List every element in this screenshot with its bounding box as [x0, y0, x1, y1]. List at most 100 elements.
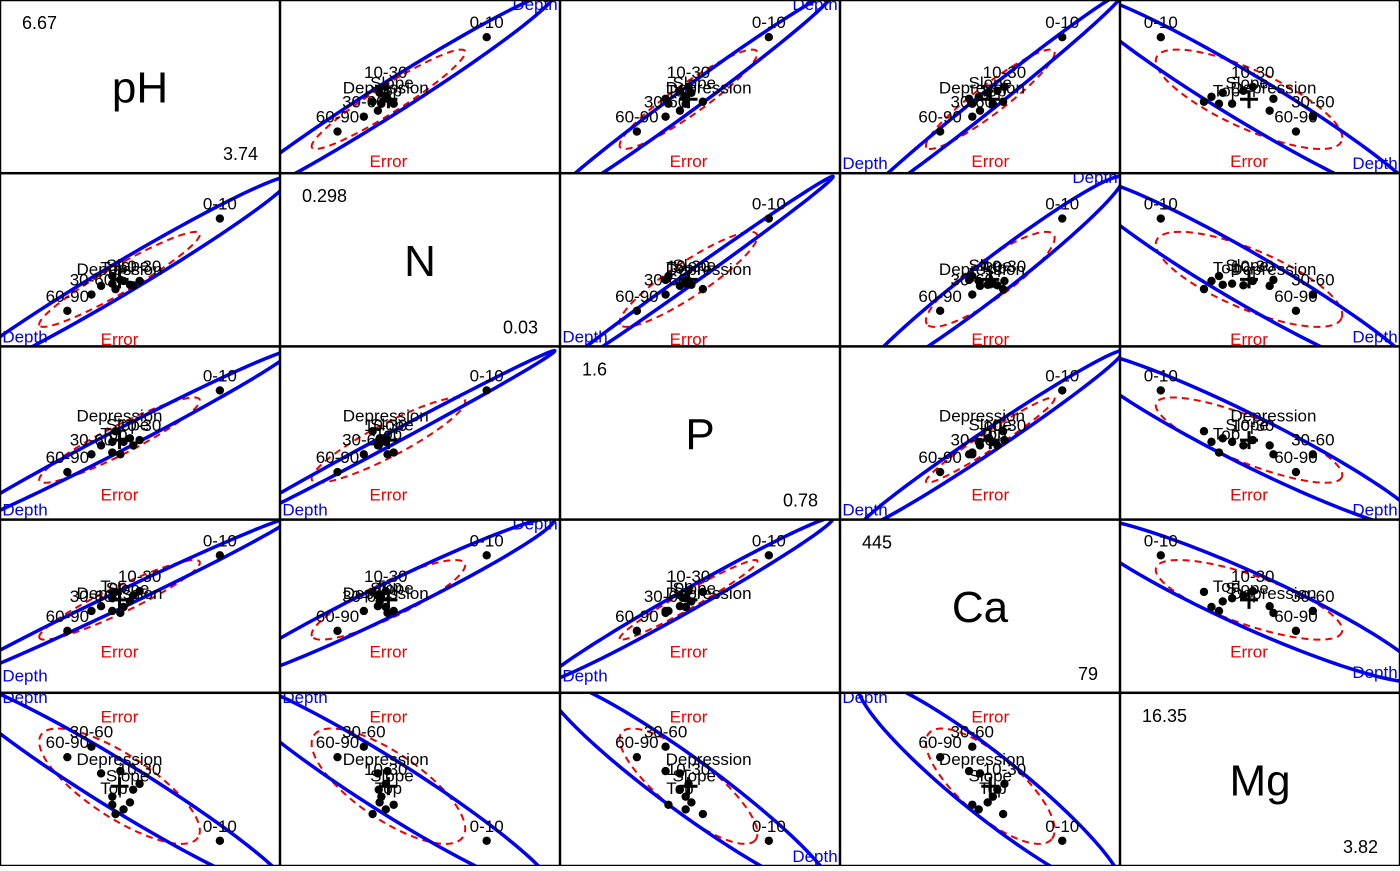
cell-mean-point: [368, 97, 377, 106]
cell-mean-point: [975, 281, 985, 291]
cell-mean-point: [1207, 437, 1216, 447]
hypothesis-ellipse: [1120, 184, 1398, 347]
hypothesis-ellipse-label: Depth: [2, 501, 47, 520]
cell-mean-point: [215, 386, 225, 395]
cell-mean-point: [381, 805, 390, 814]
cell-mean-point: [968, 742, 977, 751]
panel-border: [0, 519, 281, 694]
cell-mean-point: [87, 742, 96, 751]
contour-label-slope: Slope: [370, 766, 413, 785]
hypothesis-ellipse: [280, 0, 555, 174]
depth-label-10-30: 10-30: [1231, 567, 1274, 586]
depth-label-10-30: 10-30: [118, 416, 161, 435]
depth-label-60-90: 60-90: [46, 287, 89, 306]
cell-mean-point: [1000, 276, 1009, 286]
depth-label-10-30: 10-30: [118, 760, 161, 779]
contour-label-top: Top: [1213, 258, 1240, 277]
panel-Mg-vs-Mg: Mg 16.35 3.82: [1119, 692, 1400, 867]
depth-label-30-60: 30-60: [951, 723, 994, 742]
cell-mean-point: [111, 809, 120, 819]
depth-label-60-90: 60-90: [1274, 287, 1317, 306]
error-ellipse: [38, 396, 201, 484]
cell-mean-point: [1265, 602, 1274, 611]
cell-mean-point: [368, 427, 377, 436]
range-min-Ca: 79: [1078, 664, 1098, 684]
cell-mean-point: [975, 441, 985, 450]
cell-mean-point: [1218, 597, 1227, 606]
depth-label-30-60: 30-60: [644, 93, 687, 112]
panel-contents: 0-1010-3030-6060-90DepressionSlopeTopErr…: [842, 692, 1117, 866]
depth-label-0-10: 0-10: [203, 531, 237, 550]
cell-mean-point: [125, 798, 135, 807]
hypothesis-ellipse-label: Depth: [1352, 154, 1397, 173]
panel-contents: 0-1010-3030-6060-90DepressionSlopeTopErr…: [560, 692, 838, 866]
cell-mean-point: [359, 606, 369, 616]
cell-mean-point: [373, 106, 383, 115]
cell-mean-point: [1239, 86, 1248, 96]
depth-label-30-60: 30-60: [70, 430, 113, 449]
cell-mean-point: [998, 809, 1008, 819]
cell-mean-point: [675, 86, 685, 96]
hypothesis-ellipse: [1120, 2, 1400, 174]
cell-mean-point: [1214, 271, 1224, 281]
depth-label-10-30: 10-30: [1231, 257, 1274, 276]
contour-label-slope: Slope: [1225, 579, 1268, 598]
cell-mean-point: [661, 112, 670, 121]
cell-mean-point: [1269, 275, 1278, 285]
cell-mean-point: [359, 450, 369, 459]
depth-label-0-10: 0-10: [203, 817, 237, 836]
contour-label-slope: Slope: [969, 73, 1012, 92]
panel-border: [839, 172, 1121, 347]
cell-mean-point: [381, 82, 390, 92]
hypothesis-ellipse-label: Depth: [1352, 501, 1397, 520]
cell-mean-point: [664, 271, 673, 281]
error-ellipse: [38, 230, 201, 328]
panel-contents: 0-1010-3030-6060-90DepressionSlopeTopErr…: [1120, 521, 1400, 683]
cell-mean-point: [1218, 434, 1227, 443]
cell-mean-point: [108, 606, 117, 616]
cell-mean-point: [1000, 82, 1009, 92]
depth-label-0-10: 0-10: [470, 817, 504, 836]
panel-N-vs-N: N 0.298 0.03: [279, 172, 561, 347]
cell-mean-point: [1156, 386, 1165, 395]
cell-mean-point: [96, 441, 106, 450]
cell-mean-point: [482, 551, 491, 560]
hypothesis-ellipse: [280, 519, 557, 668]
contour-label-slope: Slope: [370, 416, 413, 435]
depth-label-60-90: 60-90: [1274, 607, 1317, 626]
contour-label-slope: Slope: [1225, 416, 1268, 435]
contour-label-depression: Depression: [1230, 78, 1316, 97]
cell-mean-point: [983, 798, 992, 807]
contour-label-top: Top: [666, 82, 693, 101]
depth-label-10-30: 10-30: [364, 416, 407, 435]
depth-label-30-60: 30-60: [70, 587, 113, 606]
depth-label-30-60: 30-60: [342, 587, 385, 606]
cell-mean-point: [1239, 591, 1248, 600]
cell-mean-point: [377, 99, 386, 108]
contour-label-slope: Slope: [969, 416, 1012, 435]
cell-mean-point: [675, 281, 685, 291]
hypothesis-ellipse: [885, 0, 1120, 174]
cell-mean-point: [128, 785, 138, 794]
cell-mean-point: [63, 626, 72, 636]
error-ellipse-label: Error: [1230, 643, 1268, 662]
depth-label-10-30: 10-30: [118, 567, 161, 586]
hypothesis-ellipse: [560, 519, 835, 680]
panel-contents: 0-1010-3030-6060-90DepressionSlopeTopErr…: [0, 688, 275, 866]
cell-mean-point: [119, 805, 128, 814]
hypothesis-ellipse-label: Depth: [2, 688, 47, 707]
panel-border: [839, 0, 1121, 174]
contour-label-depression: Depression: [939, 260, 1025, 279]
cell-mean-point: [698, 809, 708, 819]
cell-mean-point: [1199, 427, 1209, 436]
cell-mean-point: [1199, 587, 1209, 597]
cell-mean-point: [1265, 441, 1274, 450]
contour-label-top: Top: [666, 779, 693, 798]
depth-label-60-90: 60-90: [46, 607, 89, 626]
